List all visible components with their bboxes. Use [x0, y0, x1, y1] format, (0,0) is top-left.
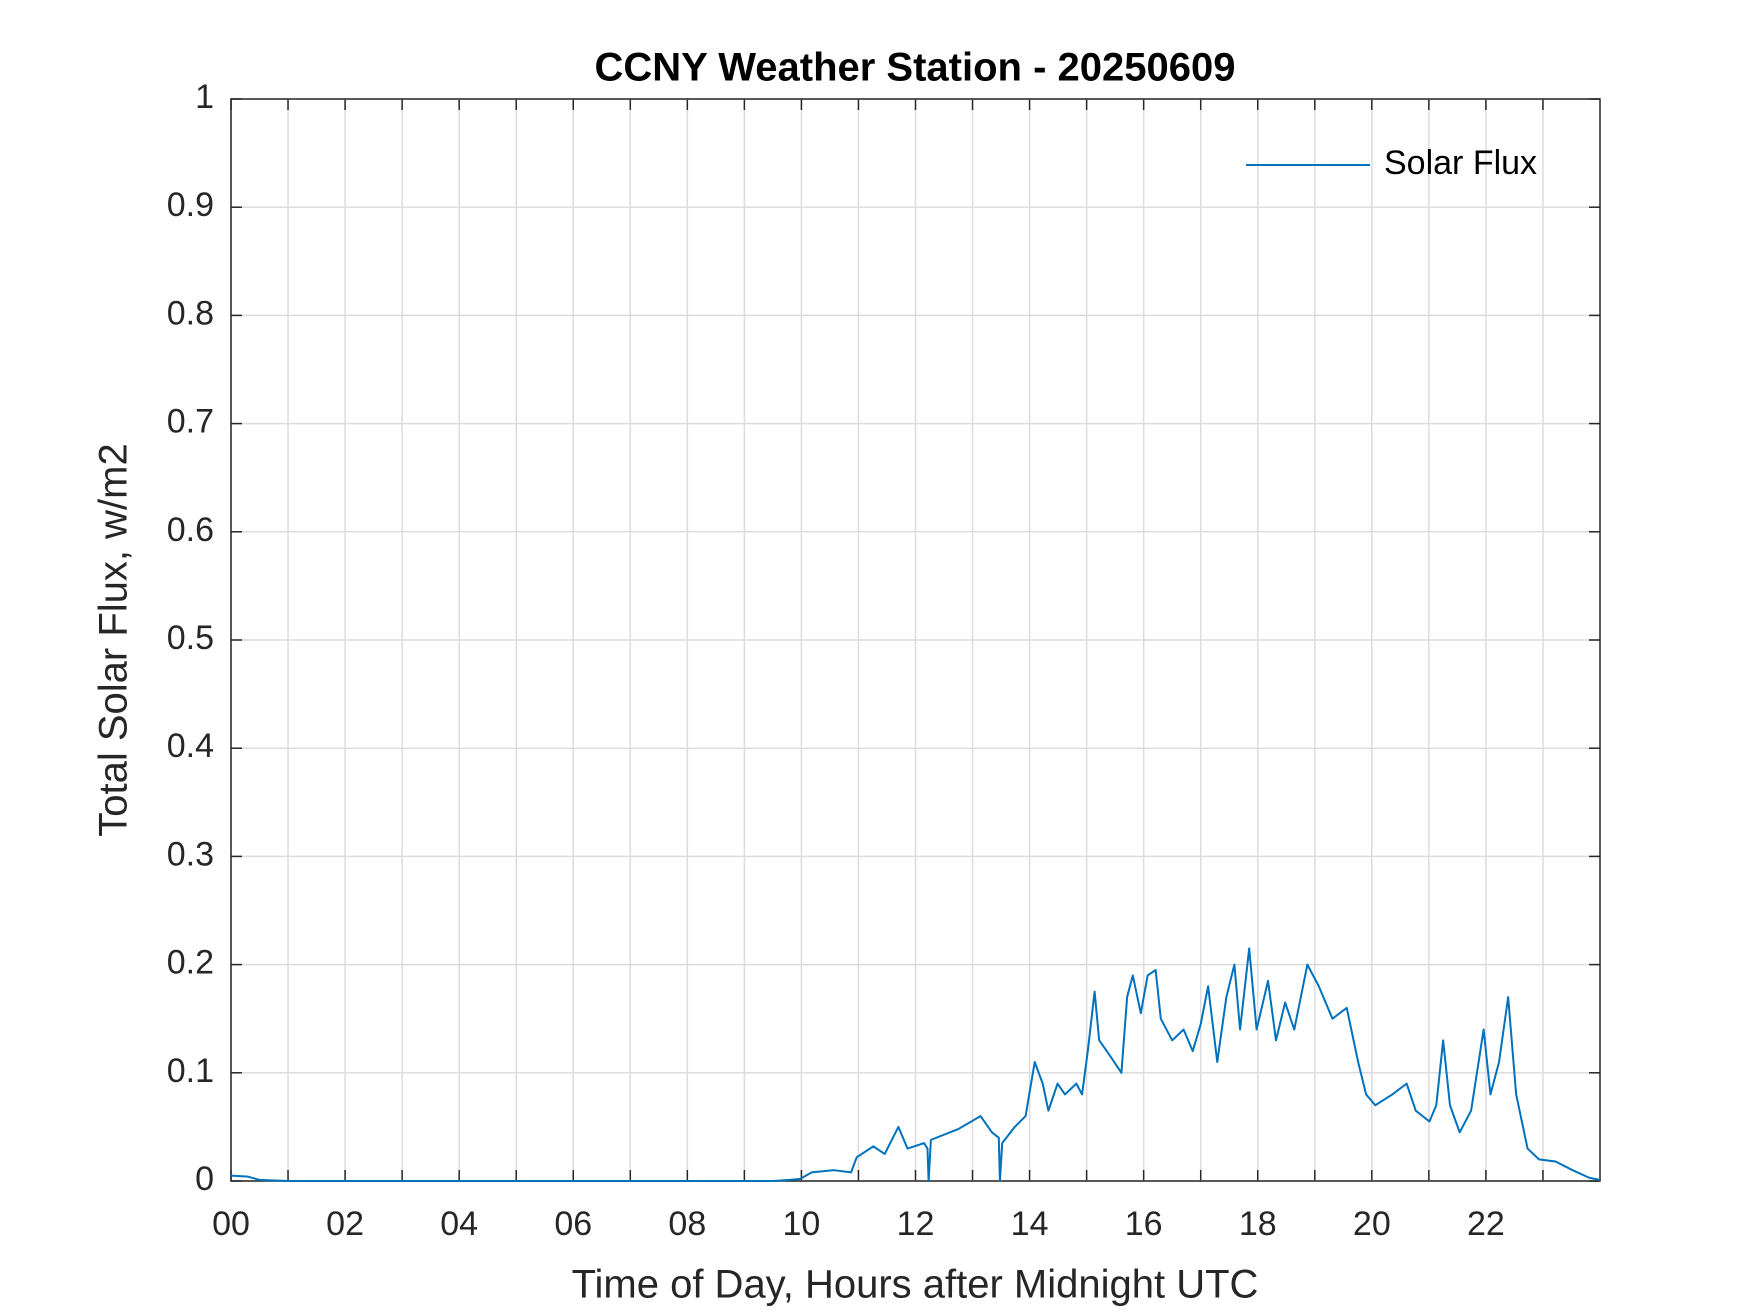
y-axis-label: Total Solar Flux, w/m2: [92, 443, 136, 836]
y-tick-label: 0.5: [167, 619, 214, 657]
x-tick-label: 02: [326, 1205, 364, 1243]
chart-title: CCNY Weather Station - 20250609: [595, 46, 1236, 90]
y-tick-label: 0.3: [167, 835, 214, 873]
x-tick-label: 04: [440, 1205, 478, 1243]
x-tick-label: 18: [1239, 1205, 1277, 1243]
x-tick-label: 14: [1011, 1205, 1049, 1243]
y-tick-label: 0: [195, 1160, 214, 1198]
x-tick-label: 06: [554, 1205, 592, 1243]
x-axis-label: Time of Day, Hours after Midnight UTC: [572, 1263, 1259, 1307]
y-tick-label: 0.9: [167, 186, 214, 224]
x-tick-label: 16: [1125, 1205, 1163, 1243]
x-tick-label: 12: [897, 1205, 935, 1243]
y-tick-label: 0.4: [167, 727, 214, 765]
y-tick-label: 0.7: [167, 403, 214, 441]
legend-label: Solar Flux: [1384, 144, 1537, 182]
x-tick-label: 20: [1353, 1205, 1391, 1243]
y-tick-label: 1: [195, 78, 214, 116]
x-tick-label: 00: [212, 1205, 250, 1243]
data-line: [230, 947, 1601, 1182]
y-tick-label: 0.8: [167, 294, 214, 332]
y-tick-label: 0.1: [167, 1052, 214, 1090]
x-tick-label: 08: [668, 1205, 706, 1243]
y-tick-label: 0.6: [167, 511, 214, 549]
x-tick-label: 22: [1467, 1205, 1505, 1243]
x-tick-label: 10: [783, 1205, 821, 1243]
plot-frame: [230, 98, 1601, 1182]
y-tick-label: 0.2: [167, 944, 214, 982]
